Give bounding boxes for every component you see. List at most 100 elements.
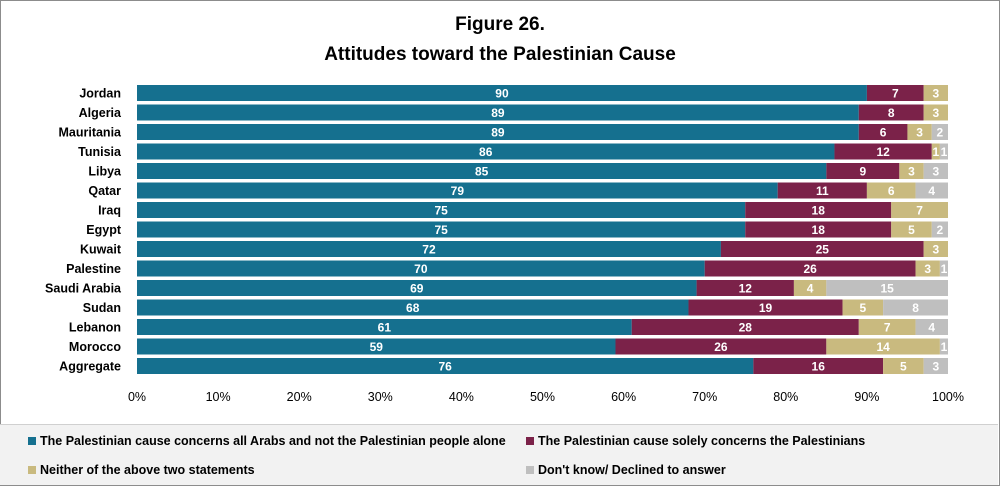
data-label: 16 xyxy=(812,359,826,373)
bar-segment xyxy=(842,299,884,316)
data-label: 7 xyxy=(892,86,899,100)
data-label: 5 xyxy=(900,359,907,373)
data-label: 4 xyxy=(928,184,935,198)
bar-segment xyxy=(891,221,932,238)
data-label: 7 xyxy=(884,320,891,334)
bar-segment xyxy=(137,221,746,238)
category-label: Egypt xyxy=(86,223,122,237)
x-axis-ticks: 0% 10% 20% 30% 40% 50% 60% 70% 80% 90% 100% xyxy=(128,390,964,404)
category-label: Qatar xyxy=(88,184,121,198)
category-label: Libya xyxy=(88,165,122,179)
data-label: 89 xyxy=(491,125,505,139)
category-label: Mauritania xyxy=(58,126,122,140)
bar-segment xyxy=(137,85,867,101)
data-label: 1 xyxy=(941,262,948,276)
bar-segment xyxy=(939,338,948,355)
x-tick-label: 80% xyxy=(773,390,798,404)
bar-segment xyxy=(137,338,616,355)
data-label: 3 xyxy=(932,359,939,373)
data-label: 3 xyxy=(932,242,939,256)
bar-segment xyxy=(866,182,916,199)
data-label: 8 xyxy=(888,106,895,120)
data-label: 8 xyxy=(912,301,919,315)
legend-swatch xyxy=(28,466,36,474)
x-tick-label: 60% xyxy=(611,390,636,404)
data-label: 6 xyxy=(880,125,887,139)
bar-segment xyxy=(137,358,754,374)
bar-segment xyxy=(137,163,827,179)
data-label: 26 xyxy=(714,340,728,354)
bar-segment xyxy=(704,260,916,277)
bar-segment xyxy=(915,260,940,277)
bar-segment xyxy=(883,358,924,374)
data-label: 19 xyxy=(759,301,773,315)
data-label: 75 xyxy=(434,203,448,217)
data-label: 90 xyxy=(495,86,509,100)
bar-segment xyxy=(931,221,948,238)
bar-segment xyxy=(883,299,948,316)
bar-segment xyxy=(923,358,948,374)
x-tick-label: 20% xyxy=(287,390,312,404)
data-label: 18 xyxy=(812,223,826,237)
data-label: 5 xyxy=(908,223,915,237)
legend-label: Neither of the above two statements xyxy=(40,463,255,477)
legend-label: The Palestinian cause solely concerns th… xyxy=(538,434,866,448)
category-label: Kuwait xyxy=(80,243,122,257)
data-label: 12 xyxy=(739,281,753,295)
legend-item-solely-palestinians: The Palestinian cause solely concerns th… xyxy=(526,434,865,448)
data-label: 5 xyxy=(860,301,867,315)
legend: The Palestinian cause concerns all Arabs… xyxy=(0,424,998,485)
data-label: 6 xyxy=(888,184,895,198)
bar-segment xyxy=(753,358,884,374)
category-label: Aggregate xyxy=(59,360,121,374)
bar-segment xyxy=(915,182,948,199)
chart-title: Attitudes toward the Palestinian Cause xyxy=(324,44,676,65)
bar-segment xyxy=(137,124,859,140)
data-label: 15 xyxy=(880,281,894,295)
category-label: Morocco xyxy=(69,340,121,354)
bar-segment xyxy=(745,202,892,218)
bar-segment xyxy=(793,280,827,296)
bar-segment xyxy=(907,124,932,140)
category-label: Saudi Arabia xyxy=(45,282,122,296)
data-label: 0 xyxy=(951,203,958,217)
bar-segment xyxy=(858,319,916,335)
bar-segment xyxy=(696,280,794,296)
legend-item-neither: Neither of the above two statements xyxy=(28,463,255,477)
bar-segment xyxy=(923,163,948,179)
category-label: Tunisia xyxy=(78,145,122,159)
bar-segment xyxy=(915,319,948,335)
data-label: 3 xyxy=(932,86,939,100)
legend-swatch xyxy=(526,466,534,474)
data-label: 4 xyxy=(807,281,814,295)
category-label: Iraq xyxy=(98,204,121,218)
data-label: 3 xyxy=(924,262,931,276)
bar-segment xyxy=(826,280,948,296)
data-label: 76 xyxy=(439,359,453,373)
bar-segment xyxy=(137,319,632,335)
bar-segment xyxy=(137,202,746,218)
data-label: 12 xyxy=(876,145,890,159)
bars-group: 90 7 3 089 8 3 089 6 3 286 12 1 185 9 3 379 11 6 475 18 7 075… xyxy=(137,85,958,374)
category-labels: Jordan Algeria Mauritania Tunisia Libya Qatar… xyxy=(45,87,122,374)
legend-item-dont-know: Don't know/ Declined to answer xyxy=(526,463,726,477)
data-label: 1 xyxy=(941,145,948,159)
data-label: 18 xyxy=(812,203,826,217)
category-label: Algeria xyxy=(79,106,122,120)
data-label: 3 xyxy=(908,164,915,178)
data-label: 3 xyxy=(916,125,923,139)
bar-segment xyxy=(137,104,859,121)
bar-segment xyxy=(631,319,859,335)
bar-segment xyxy=(834,143,932,160)
bar-segment xyxy=(923,104,948,121)
data-label: 1 xyxy=(932,145,939,159)
bar-segment xyxy=(923,85,948,101)
bar-segment xyxy=(137,299,689,316)
data-label: 3 xyxy=(932,106,939,120)
figure-label: Figure 26. xyxy=(455,14,545,35)
legend-item-all-arabs: The Palestinian cause concerns all Arabs… xyxy=(28,434,506,448)
data-label: 69 xyxy=(410,281,424,295)
x-tick-label: 90% xyxy=(854,390,879,404)
data-label: 89 xyxy=(491,106,505,120)
bar-segment xyxy=(891,202,948,218)
